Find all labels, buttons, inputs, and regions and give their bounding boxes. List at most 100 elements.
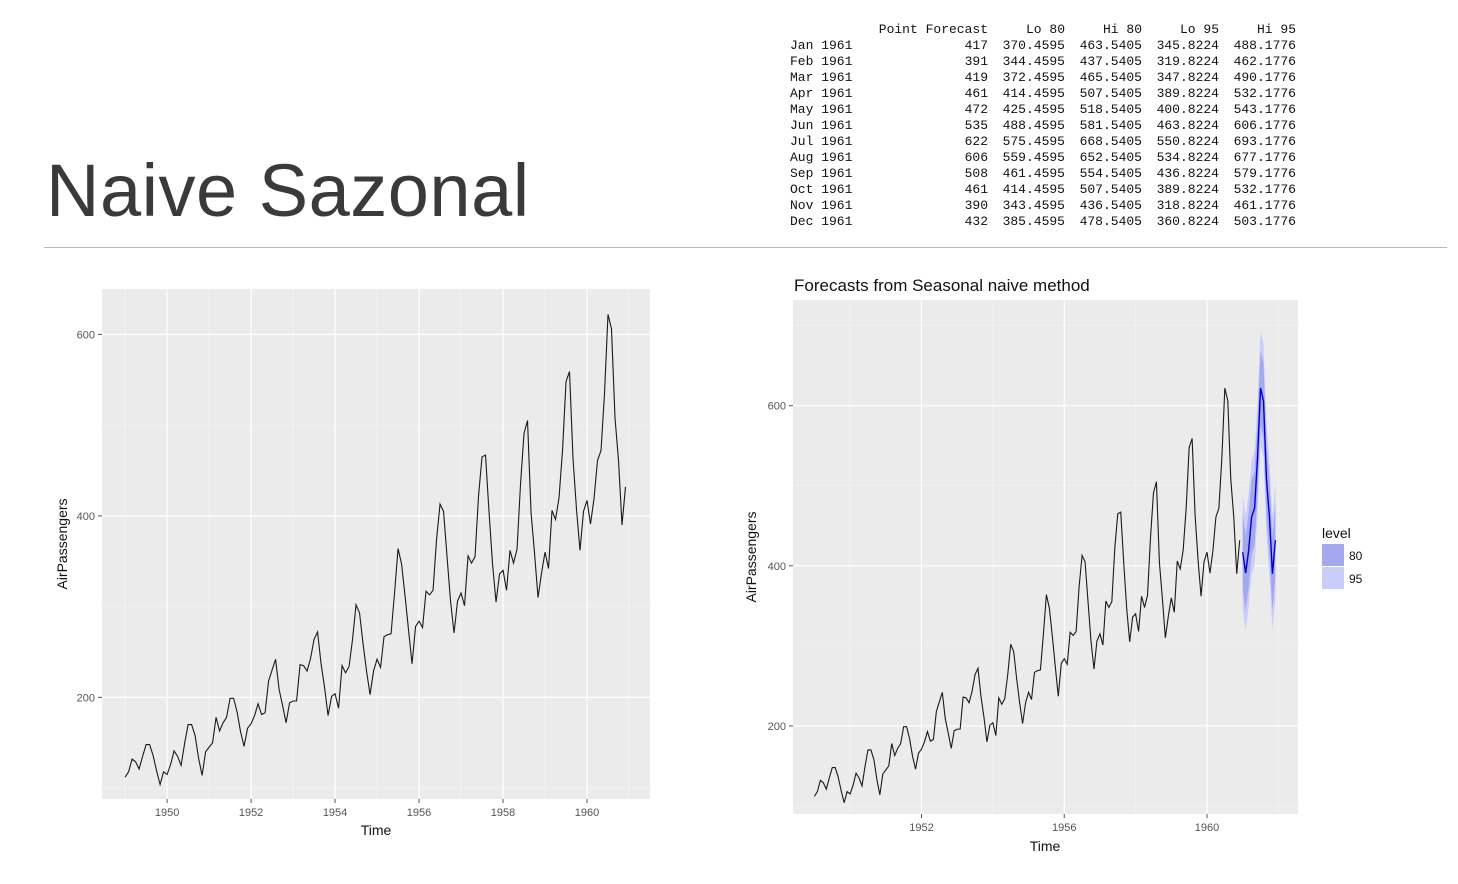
table-cell: 461 bbox=[964, 182, 988, 197]
forecast-table: Point Forecast Lo 80 Hi 80 Lo 95 Hi 95 J… bbox=[790, 22, 1296, 230]
table-cell: 417 bbox=[964, 38, 988, 53]
table-cell: 344.4595 bbox=[1002, 54, 1065, 69]
table-row: Jan 1961 417 370.4595 463.5405 345.8224 488.1… bbox=[790, 38, 1296, 54]
row-label: Aug 1961 bbox=[790, 150, 853, 165]
table-cell: 372.4595 bbox=[1002, 70, 1065, 85]
table-row: May 1961 472 425.4595 518.5405 400.8224 543.1… bbox=[790, 102, 1296, 118]
table-row: Apr 1961 461 414.4595 507.5405 389.8224 532.1… bbox=[790, 86, 1296, 102]
airpassengers-chart: 1950 1952 1954 1956 1958 1960 200 400 600 Time A… bbox=[54, 289, 650, 838]
table-cell: 463.8224 bbox=[1156, 118, 1219, 133]
table-cell: 478.5405 bbox=[1079, 214, 1142, 229]
table-cell: 693.1776 bbox=[1233, 134, 1296, 149]
row-label: Jul 1961 bbox=[790, 134, 853, 149]
table-cell: 462.1776 bbox=[1233, 54, 1296, 69]
x-tick-label: 1950 bbox=[155, 807, 179, 819]
table-cell: 518.5405 bbox=[1079, 102, 1142, 117]
row-label: Oct 1961 bbox=[790, 182, 853, 197]
table-row: Sep 1961 508 461.4595 554.5405 436.8224 579.1… bbox=[790, 166, 1296, 182]
table-cell: 490.1776 bbox=[1233, 70, 1296, 85]
forecast-chart: Forecasts from Seasonal naive method 195… bbox=[743, 276, 1363, 854]
table-cell: 390 bbox=[964, 198, 988, 213]
legend-title: level bbox=[1322, 525, 1351, 541]
legend-label-95: 95 bbox=[1349, 572, 1363, 586]
column-header: Hi 95 bbox=[1256, 22, 1296, 37]
table-cell: 554.5405 bbox=[1079, 166, 1142, 181]
band-80 bbox=[1242, 350, 1276, 612]
table-cell: 389.8224 bbox=[1156, 86, 1219, 101]
x-axis-label: Time bbox=[1030, 838, 1061, 854]
table-cell: 370.4595 bbox=[1002, 38, 1065, 53]
plot-panel bbox=[793, 300, 1298, 814]
y-tick-label: 600 bbox=[768, 401, 786, 413]
row-label: Apr 1961 bbox=[790, 86, 853, 101]
column-header: Lo 95 bbox=[1179, 22, 1219, 37]
x-tick-label: 1958 bbox=[491, 807, 515, 819]
table-cell: 503.1776 bbox=[1233, 214, 1296, 229]
y-tick-label: 400 bbox=[77, 511, 95, 523]
table-cell: 345.8224 bbox=[1156, 38, 1219, 53]
table-cell: 318.8224 bbox=[1156, 198, 1219, 213]
table-cell: 606.1776 bbox=[1233, 118, 1296, 133]
x-tick-label: 1956 bbox=[407, 807, 431, 819]
column-header: Point Forecast bbox=[878, 22, 988, 37]
title-divider bbox=[44, 247, 1447, 248]
table-row: Dec 1961 432 385.4595 478.5405 360.8224 503.1… bbox=[790, 214, 1296, 230]
table-row: Jul 1961 622 575.4595 668.5405 550.8224 693.1… bbox=[790, 134, 1296, 150]
table-cell: 343.4595 bbox=[1002, 198, 1065, 213]
x-tick-label: 1960 bbox=[1195, 822, 1219, 834]
plot-panel bbox=[102, 289, 650, 799]
table-cell: 488.1776 bbox=[1233, 38, 1296, 53]
table-row: Aug 1961 606 559.4595 652.5405 534.8224 677.1… bbox=[790, 150, 1296, 166]
forecast-table-header: Point Forecast Lo 80 Hi 80 Lo 95 Hi 95 bbox=[790, 22, 1296, 38]
table-cell: 507.5405 bbox=[1079, 86, 1142, 101]
table-cell: 461 bbox=[964, 86, 988, 101]
axis-ticks: 1950 1952 1954 1956 1958 1960 200 400 600 bbox=[77, 329, 600, 819]
row-label: Sep 1961 bbox=[790, 166, 853, 181]
table-cell: 677.1776 bbox=[1233, 150, 1296, 165]
row-label: May 1961 bbox=[790, 102, 853, 117]
x-tick-label: 1952 bbox=[909, 822, 933, 834]
series-line bbox=[124, 314, 627, 787]
table-cell: 575.4595 bbox=[1002, 134, 1065, 149]
legend-label-80: 80 bbox=[1349, 549, 1363, 563]
table-cell: 432 bbox=[964, 214, 988, 229]
row-label: Feb 1961 bbox=[790, 54, 853, 69]
x-tick-label: 1952 bbox=[239, 807, 263, 819]
table-cell: 606 bbox=[964, 150, 988, 165]
table-cell: 400.8224 bbox=[1156, 102, 1219, 117]
table-cell: 488.4595 bbox=[1002, 118, 1065, 133]
legend-swatch-80 bbox=[1322, 544, 1344, 566]
table-cell: 436.5405 bbox=[1079, 198, 1142, 213]
axis-ticks: 1952 1956 1960 200 400 600 bbox=[768, 401, 1220, 834]
table-cell: 419 bbox=[964, 70, 988, 85]
table-cell: 463.5405 bbox=[1079, 38, 1142, 53]
row-label: Mar 1961 bbox=[790, 70, 853, 85]
table-cell: 652.5405 bbox=[1079, 150, 1142, 165]
table-cell: 532.1776 bbox=[1233, 86, 1296, 101]
table-cell: 436.8224 bbox=[1156, 166, 1219, 181]
legend-swatch-95 bbox=[1322, 567, 1344, 589]
table-row: Oct 1961 461 414.4595 507.5405 389.8224 532.1… bbox=[790, 182, 1296, 198]
grid-lines bbox=[102, 289, 650, 799]
x-tick-label: 1956 bbox=[1052, 822, 1076, 834]
legend: level 80 95 bbox=[1322, 525, 1363, 589]
table-cell: 559.4595 bbox=[1002, 150, 1065, 165]
table-cell: 414.4595 bbox=[1002, 182, 1065, 197]
table-cell: 581.5405 bbox=[1079, 118, 1142, 133]
table-cell: 425.4595 bbox=[1002, 102, 1065, 117]
table-cell: 319.8224 bbox=[1156, 54, 1219, 69]
table-cell: 347.8224 bbox=[1156, 70, 1219, 85]
table-cell: 579.1776 bbox=[1233, 166, 1296, 181]
table-cell: 532.1776 bbox=[1233, 182, 1296, 197]
slide-title: Naive Sazonal bbox=[46, 149, 530, 232]
table-cell: 360.8224 bbox=[1156, 214, 1219, 229]
row-label: Jun 1961 bbox=[790, 118, 853, 133]
y-axis-label: AirPassengers bbox=[743, 511, 759, 602]
table-cell: 472 bbox=[964, 102, 988, 117]
table-cell: 534.8224 bbox=[1156, 150, 1219, 165]
table-cell: 543.1776 bbox=[1233, 102, 1296, 117]
forecast-line bbox=[1241, 387, 1277, 574]
x-tick-label: 1954 bbox=[323, 807, 347, 819]
table-cell: 465.5405 bbox=[1079, 70, 1142, 85]
table-row: Mar 1961 419 372.4595 465.5405 347.8224 490.1… bbox=[790, 70, 1296, 86]
